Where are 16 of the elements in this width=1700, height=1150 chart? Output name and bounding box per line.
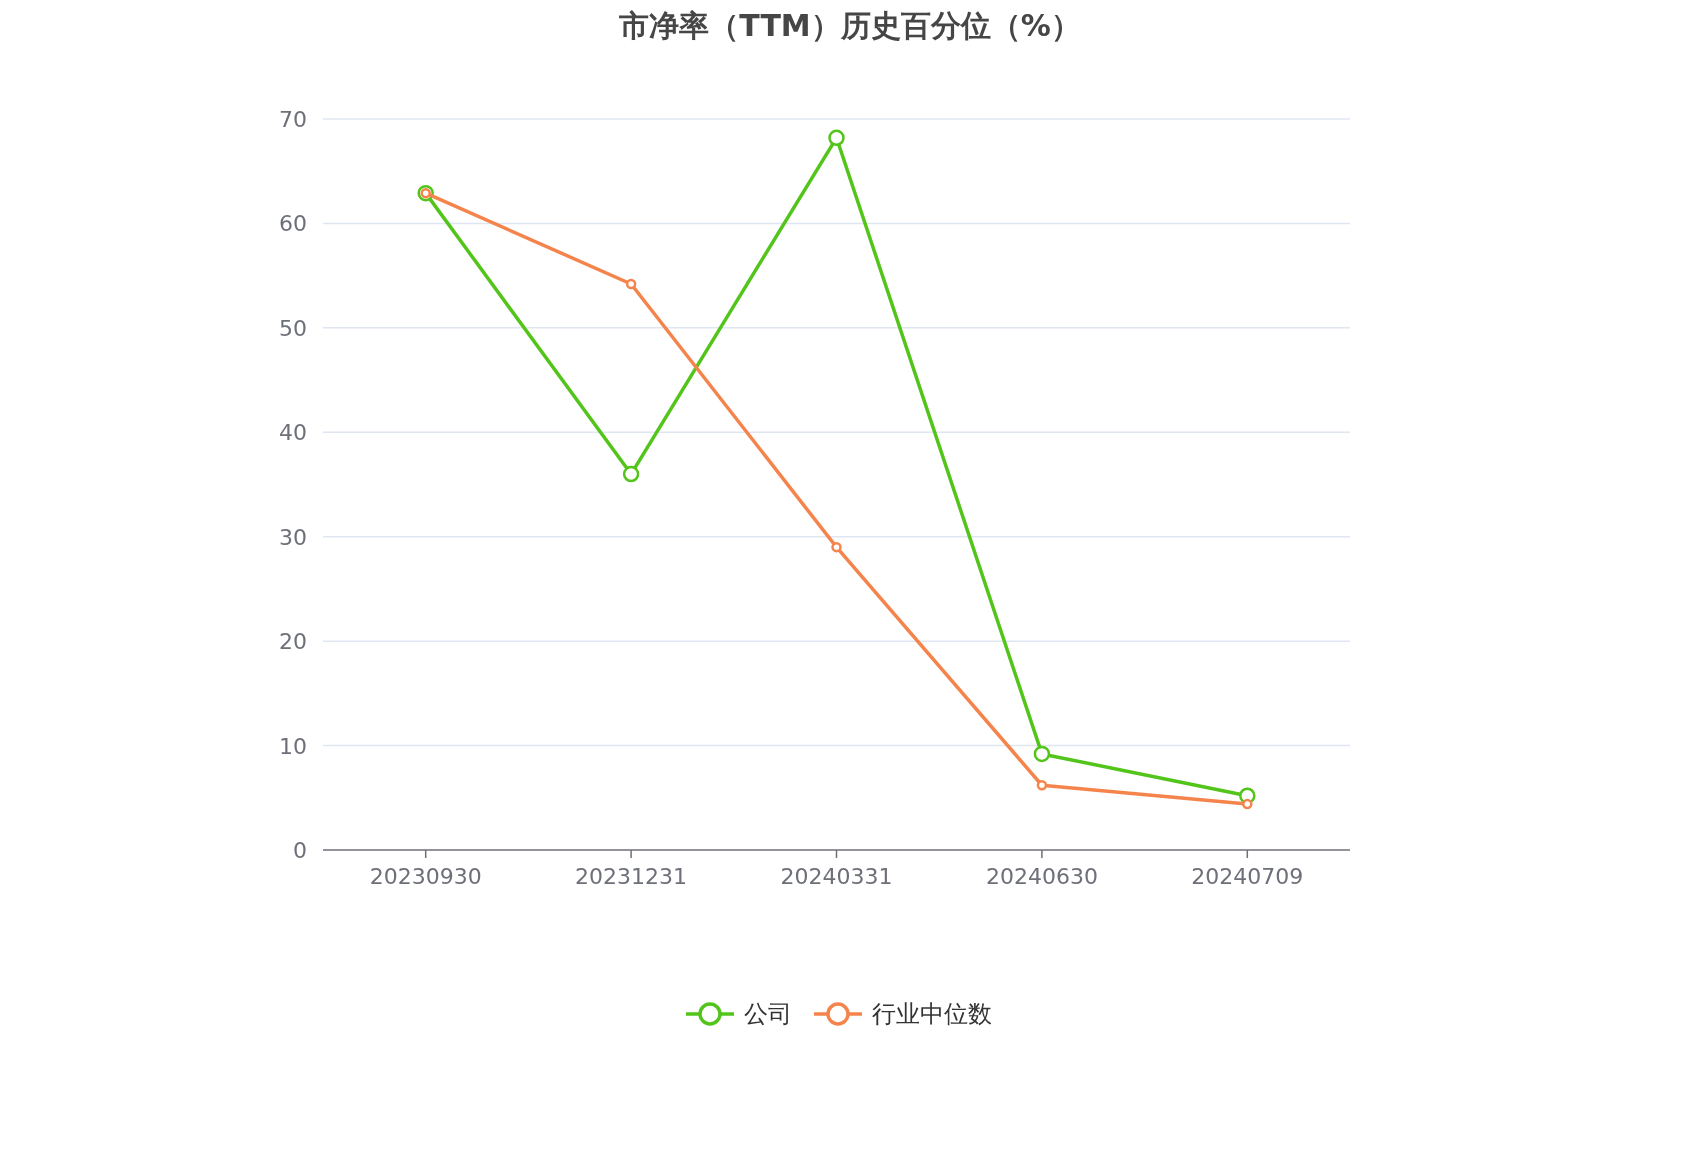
legend-label: 公司 [744, 1000, 792, 1028]
y-tick-label: 60 [279, 211, 307, 237]
x-tick-label: 20231231 [575, 864, 688, 889]
x-tick-label: 20240331 [780, 864, 893, 889]
y-tick-label: 0 [293, 838, 307, 863]
y-tick-label: 30 [279, 524, 307, 550]
y-tick-label: 20 [279, 629, 307, 655]
y-tick-label: 40 [279, 420, 307, 446]
x-tick-label: 20240630 [985, 864, 1098, 889]
x-tick-label: 20240709 [1191, 864, 1304, 889]
y-tick-label: 50 [279, 315, 307, 341]
y-tick-label: 10 [279, 733, 307, 759]
y-tick-label: 70 [279, 107, 307, 132]
chart-title: 市净率（TTM）历史百分位（%） [618, 8, 1081, 43]
x-tick-label: 20230930 [369, 864, 482, 889]
legend-label: 行业中位数 [872, 1000, 992, 1028]
